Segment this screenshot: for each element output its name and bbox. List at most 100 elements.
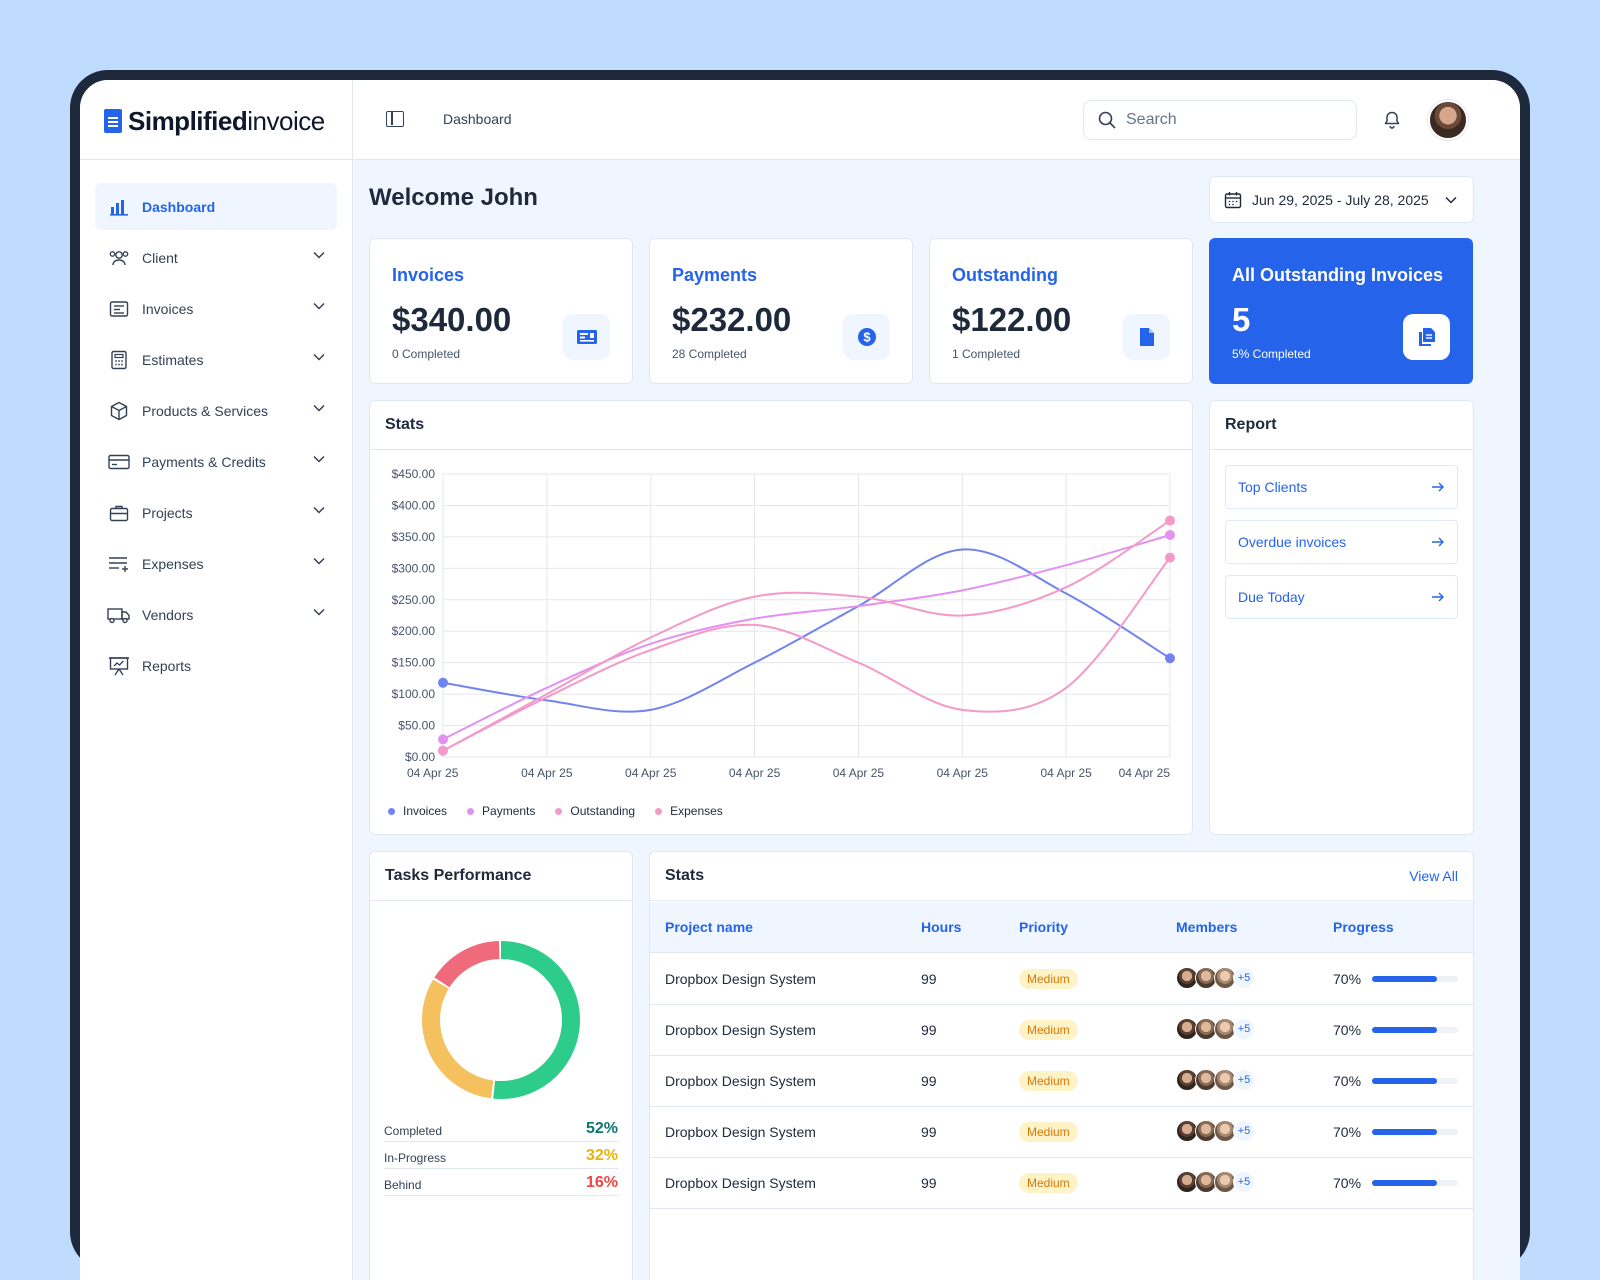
progress-bar bbox=[1372, 1027, 1458, 1033]
x-tick-label: 04 Apr 25 bbox=[1119, 766, 1171, 780]
y-tick-label: $450.00 bbox=[392, 467, 436, 481]
priority-badge: Medium bbox=[1019, 1122, 1078, 1142]
sidebar-item-client[interactable]: Client bbox=[95, 234, 337, 281]
chevron-down-icon[interactable] bbox=[313, 302, 325, 310]
priority-badge: Medium bbox=[1019, 1173, 1078, 1193]
legend-label: In-Progress bbox=[384, 1151, 447, 1165]
legend-item-invoices[interactable]: Invoices bbox=[388, 804, 447, 818]
column-header[interactable]: Progress bbox=[1333, 919, 1394, 935]
sidebar-item-label: Dashboard bbox=[142, 198, 216, 215]
y-tick-label: $400.00 bbox=[392, 498, 436, 512]
card-title: Stats bbox=[650, 852, 1473, 901]
sidebar-item-vendors[interactable]: Vendors bbox=[95, 591, 337, 638]
kpi-card-all-outstanding[interactable]: All Outstanding Invoices 5 5% Completed bbox=[1209, 238, 1473, 384]
table-row[interactable]: Dropbox Design System 99 Medium +5 70% bbox=[650, 954, 1473, 1005]
notification-bell-icon[interactable] bbox=[1382, 110, 1402, 130]
sidebar-item-estimates[interactable]: Estimates bbox=[95, 336, 337, 383]
series-line-invoices bbox=[442, 548, 1171, 713]
report-link-due-today[interactable]: Due Today bbox=[1225, 575, 1458, 619]
series-line-outstanding bbox=[442, 519, 1171, 752]
kpi-card-invoices[interactable]: Invoices $340.00 0 Completed bbox=[369, 238, 633, 384]
column-header[interactable]: Priority bbox=[1019, 919, 1069, 935]
calendar-icon bbox=[1224, 191, 1242, 208]
y-tick-label: $250.00 bbox=[392, 593, 436, 607]
sidebar-item-invoices[interactable]: Invoices bbox=[95, 285, 337, 332]
kpi-card-outstanding[interactable]: Outstanding $122.00 1 Completed bbox=[929, 238, 1193, 384]
project-hours: 99 bbox=[921, 971, 937, 987]
sidebar-item-products-services[interactable]: Products & Services bbox=[95, 387, 337, 434]
member-avatars[interactable]: +5 bbox=[1176, 1171, 1255, 1193]
donut-legend-in-progress: In-Progress 32% bbox=[384, 1143, 618, 1169]
sidebar-item-projects[interactable]: Projects bbox=[95, 489, 337, 536]
chevron-down-icon[interactable] bbox=[313, 251, 325, 259]
member-avatars[interactable]: +5 bbox=[1176, 1069, 1255, 1091]
projects-table-card: Stats View All Project name Hours Priori… bbox=[649, 851, 1474, 1280]
arrow-right-icon bbox=[1432, 592, 1444, 602]
chevron-down-icon[interactable] bbox=[313, 608, 325, 616]
donut-legend-completed: Completed 52% bbox=[384, 1116, 618, 1142]
column-header[interactable]: Project name bbox=[665, 919, 753, 935]
arrow-right-icon bbox=[1432, 537, 1444, 547]
invoice-icon bbox=[107, 298, 131, 320]
member-avatars[interactable]: +5 bbox=[1176, 1018, 1255, 1040]
report-link-label: Due Today bbox=[1238, 589, 1305, 605]
table-row[interactable]: Dropbox Design System 99 Medium +5 70% bbox=[650, 1005, 1473, 1056]
legend-item-payments[interactable]: Payments bbox=[467, 804, 535, 818]
legend-item-expenses[interactable]: Expenses bbox=[655, 804, 723, 818]
chevron-down-icon[interactable] bbox=[313, 506, 325, 514]
top-bar: Simplifiedinvoice Dashboard bbox=[80, 80, 1520, 160]
legend-item-outstanding[interactable]: Outstanding bbox=[555, 804, 635, 818]
kpi-card-payments[interactable]: Payments $232.00 28 Completed $ bbox=[649, 238, 913, 384]
kpi-title: All Outstanding Invoices bbox=[1232, 265, 1444, 285]
sidebar-item-expenses[interactable]: Expenses bbox=[95, 540, 337, 587]
progress-fill bbox=[1372, 1078, 1437, 1084]
date-range-picker[interactable]: Jun 29, 2025 - July 28, 2025 bbox=[1209, 176, 1474, 223]
svg-text:$: $ bbox=[863, 330, 871, 345]
progress-bar bbox=[1372, 976, 1458, 982]
x-tick-label: 04 Apr 25 bbox=[937, 766, 989, 780]
chevron-down-icon[interactable] bbox=[313, 557, 325, 565]
sidebar-item-reports[interactable]: Reports bbox=[95, 642, 337, 689]
search-icon bbox=[1098, 111, 1116, 129]
report-link-overdue-invoices[interactable]: Overdue invoices bbox=[1225, 520, 1458, 564]
progress-value: 70% bbox=[1333, 1124, 1362, 1140]
sidebar-item-label: Vendors bbox=[142, 606, 194, 623]
table-row[interactable]: Dropbox Design System 99 Medium +5 70% bbox=[650, 1158, 1473, 1209]
legend-label: Completed bbox=[384, 1124, 443, 1138]
sidebar-item-payments-credits[interactable]: Payments & Credits bbox=[95, 438, 337, 485]
chevron-down-icon[interactable] bbox=[313, 455, 325, 463]
report-link-top-clients[interactable]: Top Clients bbox=[1225, 465, 1458, 509]
user-avatar[interactable] bbox=[1428, 100, 1468, 140]
chevron-down-icon[interactable] bbox=[313, 404, 325, 412]
progress-fill bbox=[1372, 1027, 1437, 1033]
tasks-donut-chart bbox=[422, 941, 580, 1099]
sidebar-item-dashboard[interactable]: Dashboard bbox=[95, 183, 337, 230]
sidebar-item-label: Reports bbox=[142, 657, 192, 674]
table-row[interactable]: Dropbox Design System 99 Medium +5 70% bbox=[650, 1056, 1473, 1107]
legend-dot bbox=[467, 807, 475, 815]
project-hours: 99 bbox=[921, 1073, 937, 1089]
sidebar-item-label: Payments & Credits bbox=[142, 453, 266, 470]
view-all-link[interactable]: View All bbox=[1409, 868, 1458, 884]
kpi-value: $340.00 bbox=[392, 301, 512, 338]
column-header[interactable]: Members bbox=[1176, 919, 1238, 935]
column-header[interactable]: Hours bbox=[921, 919, 962, 935]
search-box[interactable] bbox=[1083, 100, 1357, 140]
card-title: Tasks Performance bbox=[370, 852, 632, 901]
x-tick-label: 04 Apr 25 bbox=[729, 766, 781, 780]
legend-value: 52% bbox=[585, 1120, 618, 1137]
list-add-icon bbox=[107, 553, 131, 575]
x-tick-label: 04 Apr 25 bbox=[625, 766, 677, 780]
search-input[interactable] bbox=[1126, 111, 1326, 129]
project-hours: 99 bbox=[921, 1175, 937, 1191]
kpi-title: Outstanding bbox=[952, 265, 1058, 285]
donut-legend-behind: Behind 16% bbox=[384, 1170, 618, 1196]
progress-fill bbox=[1372, 1129, 1437, 1135]
member-avatars[interactable]: +5 bbox=[1176, 967, 1255, 989]
member-avatars[interactable]: +5 bbox=[1176, 1120, 1255, 1142]
sidebar-toggle-icon[interactable] bbox=[386, 111, 404, 127]
progress-fill bbox=[1372, 1180, 1437, 1186]
brand-logo[interactable]: Simplifiedinvoice bbox=[104, 106, 325, 136]
table-row[interactable]: Dropbox Design System 99 Medium +5 70% bbox=[650, 1107, 1473, 1158]
chevron-down-icon[interactable] bbox=[313, 353, 325, 361]
